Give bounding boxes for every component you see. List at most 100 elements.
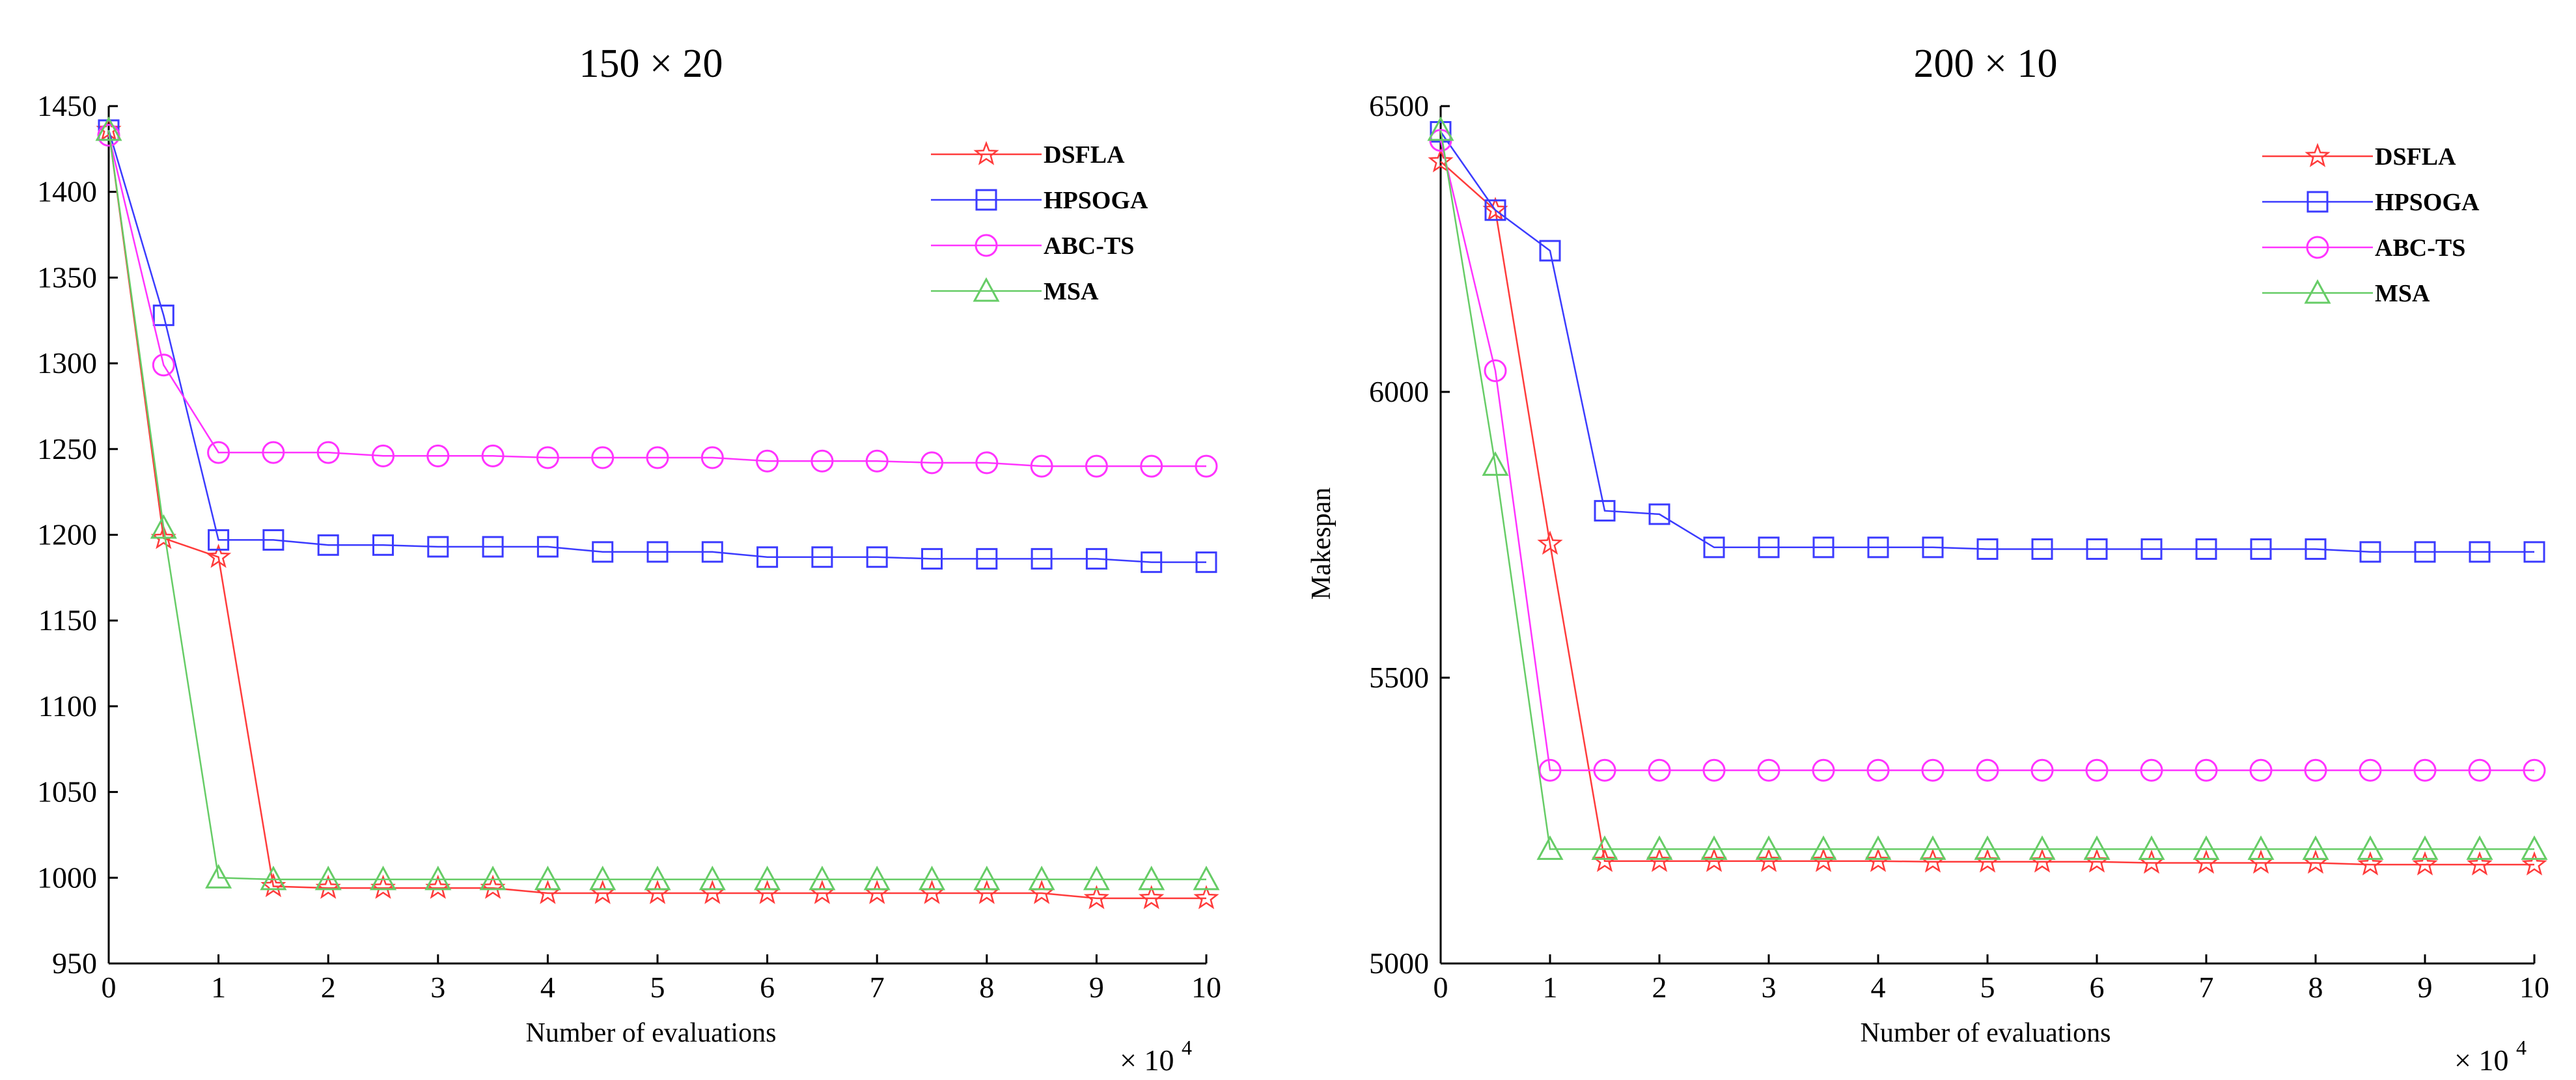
data-point: [865, 449, 889, 473]
data-point: [2302, 835, 2329, 860]
data-point: [863, 865, 891, 891]
data-point: [262, 529, 284, 551]
legend-item-msa: MSA: [2262, 279, 2430, 307]
legend-item-abc-ts: ABC-TS: [931, 232, 1134, 260]
x-tick-label: 5: [1980, 971, 1995, 1004]
y-tick-label: 1150: [38, 603, 97, 637]
data-point: [754, 865, 781, 891]
data-point: [1700, 835, 1728, 860]
legend-marker: [973, 277, 1000, 302]
data-point: [2359, 541, 2381, 563]
data-point: [2466, 835, 2493, 860]
data-point: [1085, 547, 1107, 570]
data-point: [1646, 848, 1672, 872]
data-point: [534, 865, 561, 891]
x-tick-label: 4: [1871, 971, 1886, 1004]
legend: DSFLA HPSOGA ABC-TS MSA: [931, 141, 1148, 305]
series-line: [1439, 131, 2534, 553]
data-point: [481, 444, 505, 467]
data-point: [1865, 848, 1891, 872]
series-line: [1439, 140, 2534, 771]
x-tick-label: 2: [1652, 971, 1667, 1004]
data-point: [372, 444, 395, 467]
data-point: [975, 451, 999, 475]
data-point: [95, 116, 122, 141]
series-abc-ts: [97, 124, 1218, 478]
legend-label: HPSOGA: [1044, 187, 1148, 214]
data-point: [809, 865, 836, 891]
data-point: [2305, 538, 2327, 560]
legend-label: DSFLA: [2375, 143, 2456, 171]
data-point: [1028, 865, 1055, 891]
data-point: [1139, 885, 1165, 909]
y-axis-label: Makespan: [1307, 488, 1336, 600]
data-point: [1593, 758, 1616, 782]
legend-marker: [2306, 191, 2329, 213]
data-point: [2247, 835, 2275, 860]
data-point: [2411, 835, 2439, 860]
data-point: [97, 124, 120, 147]
y-tick-label: 5000: [1369, 947, 1429, 980]
legend-label: HPSOGA: [2375, 189, 2480, 216]
data-point: [2467, 851, 2493, 876]
data-point: [372, 534, 394, 556]
data-point: [2469, 541, 2491, 563]
data-point: [1195, 551, 1217, 574]
data-point: [756, 546, 779, 568]
data-point: [2523, 541, 2545, 563]
data-point: [866, 546, 888, 568]
data-point: [2357, 835, 2384, 860]
series-line: [1439, 130, 2534, 850]
data-point: [314, 865, 342, 891]
data-point: [2195, 538, 2217, 560]
series-msa: [95, 116, 1220, 891]
data-point: [1922, 536, 1944, 559]
data-point: [756, 449, 779, 473]
data-point: [315, 874, 341, 899]
data-point: [2359, 758, 2382, 782]
x-tick-label: 7: [870, 971, 885, 1004]
data-point: [1812, 758, 1835, 782]
data-point: [921, 451, 943, 475]
data-point: [811, 546, 833, 568]
series-line: [107, 130, 1206, 881]
data-point: [2138, 835, 2165, 860]
data-point: [316, 441, 340, 464]
data-point: [205, 544, 232, 568]
data-point: [973, 865, 1001, 891]
y-tick-label: 5500: [1369, 661, 1429, 694]
legend-label: MSA: [1044, 278, 1099, 305]
data-point: [2304, 758, 2327, 782]
data-point: [1701, 848, 1727, 872]
series-msa: [1427, 116, 2548, 860]
x-tick-label: 10: [1191, 971, 1221, 1004]
data-point: [425, 874, 451, 899]
y-tick-label: 6500: [1369, 89, 1429, 122]
data-point: [369, 865, 397, 891]
data-point: [1976, 758, 1999, 782]
data-point: [1758, 536, 1780, 559]
data-point: [1648, 503, 1670, 525]
chart-title: 200 × 10: [1914, 42, 2058, 86]
legend-marker: [975, 234, 998, 257]
series-abc-ts: [1429, 129, 2546, 782]
data-point: [591, 446, 615, 469]
data-point: [700, 446, 724, 469]
legend-item-msa: MSA: [931, 277, 1099, 305]
data-point: [1193, 885, 1219, 909]
data-point: [2357, 851, 2383, 876]
data-point: [644, 865, 671, 891]
y-tick-label: 1250: [37, 432, 97, 465]
legend-item-hpsoga: HPSOGA: [931, 187, 1148, 214]
data-point: [1484, 359, 1507, 383]
data-point: [1536, 835, 1564, 860]
data-point: [1648, 758, 1671, 782]
data-point: [976, 547, 998, 570]
data-point: [2249, 758, 2273, 782]
data-point: [260, 865, 287, 891]
data-point: [2029, 835, 2056, 860]
data-point: [208, 529, 230, 551]
data-point: [205, 864, 232, 889]
legend-label: MSA: [2375, 280, 2430, 307]
data-point: [1919, 835, 1946, 860]
